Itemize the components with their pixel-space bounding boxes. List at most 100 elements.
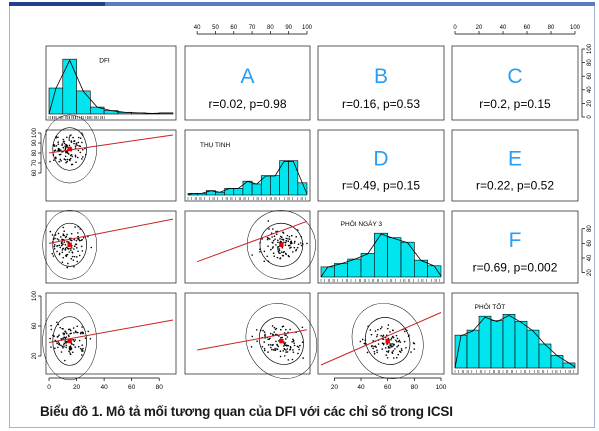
scatter-point <box>82 332 84 335</box>
histogram-bar <box>62 58 77 115</box>
scatter-point <box>64 243 67 246</box>
scatter-point <box>272 349 275 351</box>
scatter-point <box>65 332 68 335</box>
scatter-point <box>60 344 62 347</box>
scatter-point <box>273 331 276 333</box>
scatter-point <box>70 247 73 249</box>
right-tick-label: 60 <box>587 239 593 246</box>
confidence-ellipse-outer <box>42 209 97 280</box>
scatter-point <box>390 337 393 340</box>
scatter-point <box>65 346 67 349</box>
histogram-bar <box>374 232 388 278</box>
scatter-point <box>381 348 384 350</box>
confidence-ellipse-inner <box>52 127 87 171</box>
scatter-point <box>405 346 407 349</box>
scatter-point <box>277 250 280 253</box>
scatter-point <box>282 254 285 257</box>
scatter-point <box>79 151 82 154</box>
scatter-point <box>75 142 78 144</box>
histogram-bar <box>360 253 375 278</box>
left-tick-label: 70 <box>32 159 38 166</box>
scatter-point <box>53 247 56 250</box>
scatter-point <box>268 238 271 240</box>
scatter-point <box>379 327 382 330</box>
fit-line <box>196 220 308 263</box>
bottom-tick-label: 20 <box>73 384 81 391</box>
scatter-point <box>65 342 67 344</box>
scatter-point <box>70 141 73 143</box>
histogram-bar <box>538 343 552 369</box>
scatter-point <box>77 141 80 144</box>
scatter-point <box>376 349 378 352</box>
scatter-point <box>67 262 69 265</box>
scatter-point <box>69 157 72 160</box>
histogram-bar <box>454 334 468 369</box>
histogram-bar <box>502 313 516 369</box>
scatter-point <box>262 329 264 332</box>
scatter-point <box>62 332 65 335</box>
scatter-point <box>76 331 79 334</box>
scatter-point <box>282 251 285 254</box>
scatter-point <box>287 254 290 257</box>
panel-2-4 <box>451 129 579 202</box>
scatter-point <box>275 233 278 235</box>
scatter-point <box>371 344 373 347</box>
scatter-point <box>273 255 275 257</box>
scatter-point <box>79 137 82 139</box>
scatter-point <box>277 345 280 348</box>
scatter-point <box>65 136 68 139</box>
fit-line <box>320 312 442 366</box>
confidence-ellipse-outer <box>245 303 318 379</box>
scatter-point <box>267 338 269 341</box>
scatter-point <box>64 236 67 239</box>
scatter-point <box>75 239 78 242</box>
scatter-point <box>68 135 71 137</box>
scatter-point <box>49 230 52 233</box>
scatter-point <box>397 340 400 343</box>
scatter-point <box>403 340 406 343</box>
scatter-point <box>267 351 269 353</box>
correlation-stats-F: r=0.69, p=0.002 <box>473 260 558 274</box>
scatter-point <box>53 149 56 152</box>
mean-marker <box>67 338 72 344</box>
top-tick-label: 40 <box>194 25 201 31</box>
scatter-point <box>65 331 67 333</box>
scatter-point <box>63 241 66 243</box>
correlation-stats-B: r=0.16, p=0.53 <box>342 97 420 111</box>
scatter-point <box>282 349 284 352</box>
scatter-point <box>74 339 76 341</box>
scatter-point <box>278 335 280 337</box>
right-tick-label: 100 <box>587 43 593 54</box>
scatter-point <box>68 350 70 353</box>
right-tick-label: 60 <box>587 72 593 79</box>
scatter-point <box>263 250 266 253</box>
scatter-point <box>68 158 71 161</box>
scatter-point <box>73 340 76 343</box>
scatter-point <box>276 256 279 259</box>
mean-marker <box>279 338 284 344</box>
scatter-point <box>66 160 68 163</box>
scatter-point <box>66 246 68 249</box>
scatter-point <box>400 348 403 350</box>
bottom-tick-label: 100 <box>436 384 447 391</box>
scatter-point <box>396 345 398 348</box>
scatter-point <box>286 336 289 338</box>
histogram-bar <box>242 180 253 196</box>
scatter-point <box>275 327 278 330</box>
scatter-point <box>298 348 300 351</box>
scatter-panel-3-1 <box>42 209 174 280</box>
scatter-point <box>50 324 52 327</box>
scatter-point <box>374 330 377 332</box>
scatter-point <box>69 329 72 332</box>
scatter-point <box>292 338 294 341</box>
scatter-point <box>300 244 303 247</box>
scatter-point <box>387 347 390 349</box>
histogram-bar <box>400 241 415 278</box>
scatter-point <box>62 243 64 245</box>
scatter-point <box>288 235 291 238</box>
histogram-bar <box>347 258 362 278</box>
scatter-point <box>65 161 67 164</box>
scatter-point <box>282 238 285 241</box>
scatter-point <box>81 331 84 334</box>
